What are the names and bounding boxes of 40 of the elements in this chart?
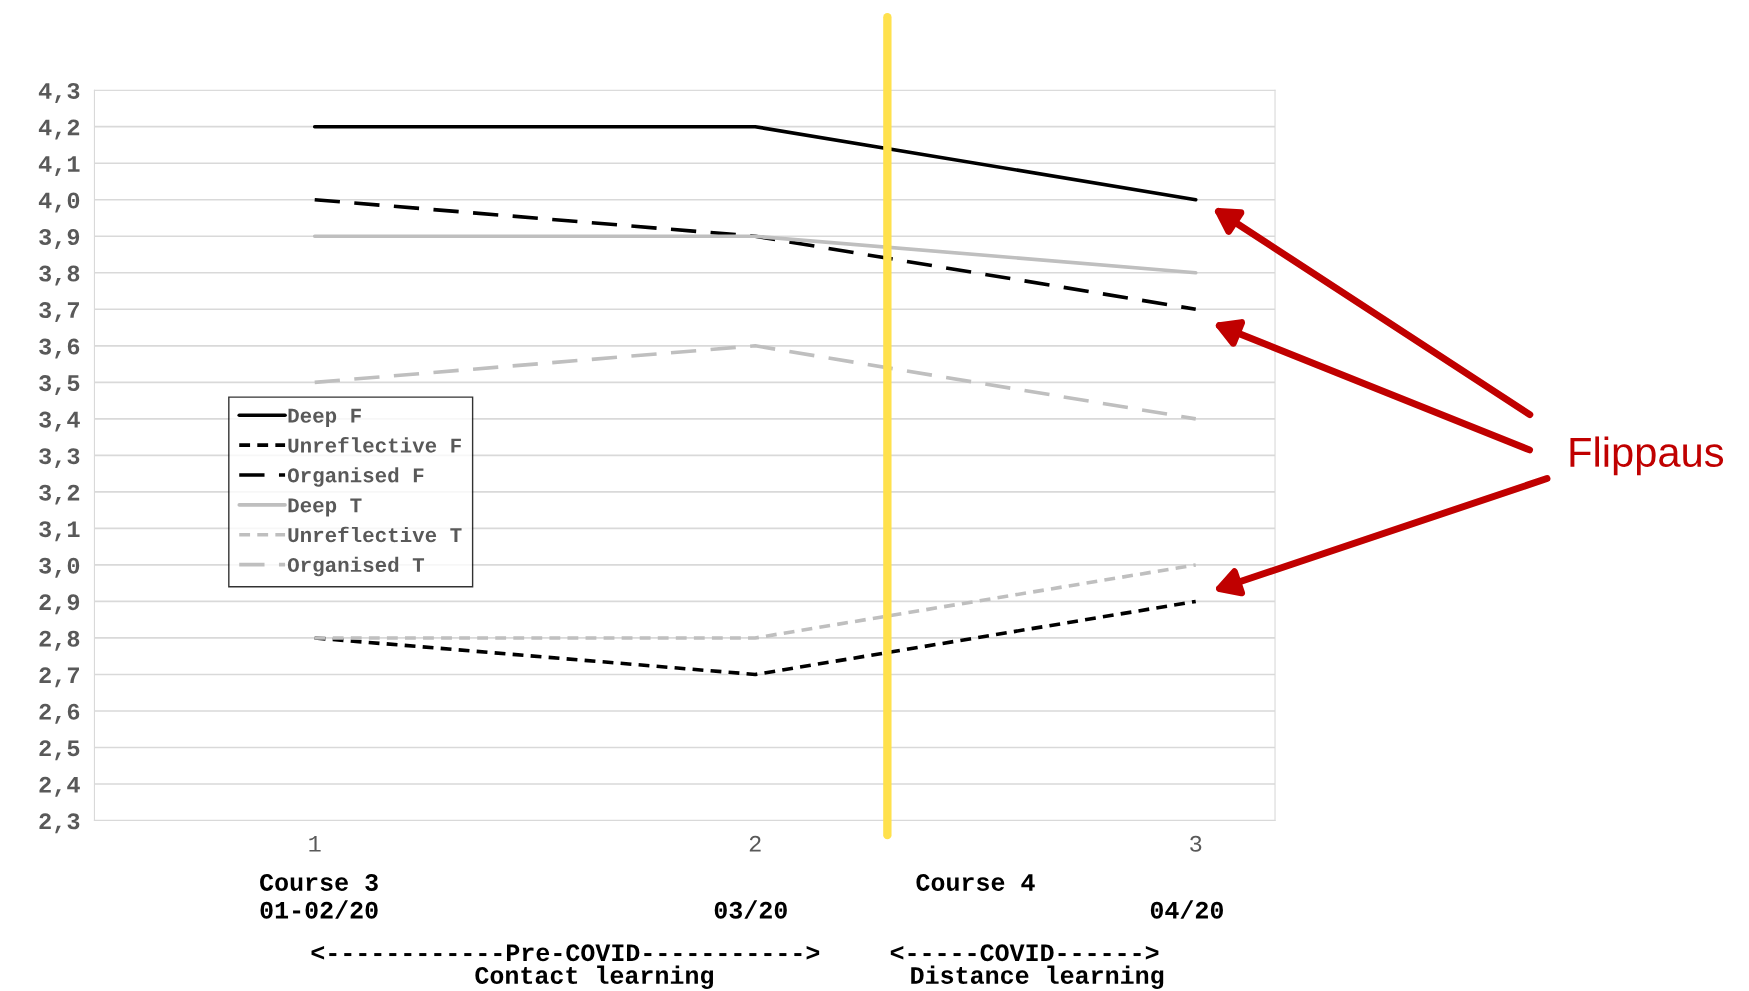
y-tick-label: 3,3 bbox=[39, 448, 80, 469]
y-tick-label: 3,2 bbox=[39, 484, 80, 505]
x-tick-label: 3 bbox=[1190, 835, 1202, 852]
y-tick-label: 3,9 bbox=[39, 229, 80, 249]
text: Course 4 bbox=[916, 873, 1035, 891]
y-tick-label: 3,7 bbox=[39, 302, 79, 323]
text: Course 3 bbox=[260, 873, 378, 891]
legend-label: Organised T bbox=[287, 556, 425, 577]
text: 01-02/20 bbox=[260, 900, 378, 919]
text: 04/20 bbox=[1150, 900, 1223, 919]
y-tick-label: 4,3 bbox=[38, 82, 80, 103]
legend-label: Deep F bbox=[288, 408, 361, 427]
y-tick-label: 3,5 bbox=[39, 375, 80, 396]
y-tick-label: 3,8 bbox=[39, 265, 80, 286]
y-tick-label: 2,3 bbox=[39, 813, 80, 834]
text: Flippaus bbox=[1570, 436, 1724, 476]
y-tick-label: 3,6 bbox=[39, 338, 80, 359]
legend-label: Organised F bbox=[287, 467, 424, 487]
legend-label: Deep T bbox=[288, 498, 362, 517]
text: <-----COVID------> bbox=[890, 944, 1159, 962]
y-tick-label: 4,1 bbox=[38, 156, 80, 176]
y-tick-label: 2,4 bbox=[39, 776, 80, 797]
text: Contact learning bbox=[475, 965, 714, 990]
x-tick-label: 1 bbox=[309, 835, 321, 852]
y-tick-label: 2,9 bbox=[39, 594, 80, 615]
y-tick-label: 2,7 bbox=[39, 667, 79, 688]
y-tick-label: 2,8 bbox=[39, 630, 80, 651]
y-tick-label: 2,5 bbox=[39, 740, 80, 761]
y-tick-label: 4,0 bbox=[38, 192, 80, 213]
y-tick-label: 2,6 bbox=[39, 703, 80, 724]
y-tick-label: 4,2 bbox=[38, 119, 80, 140]
legend-label: Unreflective F bbox=[288, 437, 461, 453]
text: <------------Pre-COVID-----------> bbox=[311, 944, 820, 962]
text: 03/20 bbox=[714, 900, 787, 919]
y-tick-label: 3,0 bbox=[39, 557, 80, 578]
y-tick-label: 3,4 bbox=[39, 411, 80, 432]
legend-label: Unreflective T bbox=[288, 526, 462, 543]
x-tick-label: 2 bbox=[749, 835, 761, 852]
text: Distance learning bbox=[911, 965, 1164, 990]
y-tick-label: 3,1 bbox=[39, 521, 80, 542]
